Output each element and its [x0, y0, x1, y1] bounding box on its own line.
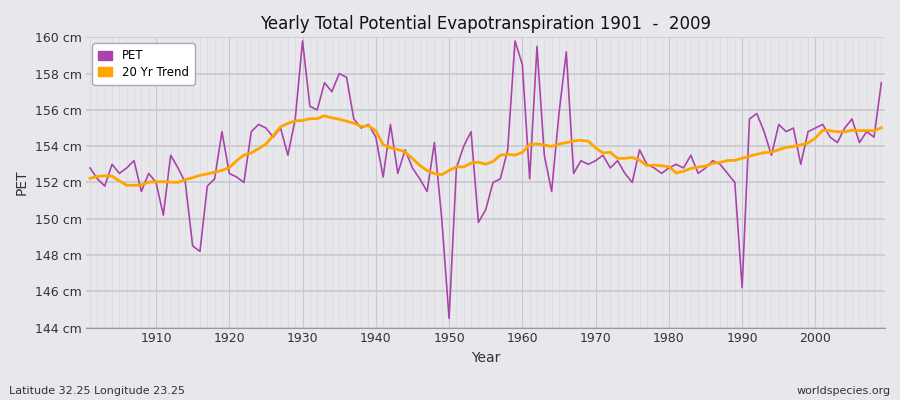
Text: worldspecies.org: worldspecies.org [796, 386, 891, 396]
Text: Latitude 32.25 Longitude 23.25: Latitude 32.25 Longitude 23.25 [9, 386, 185, 396]
X-axis label: Year: Year [471, 351, 500, 365]
Legend: PET, 20 Yr Trend: PET, 20 Yr Trend [93, 43, 194, 84]
Y-axis label: PET: PET [15, 170, 29, 195]
Title: Yearly Total Potential Evapotranspiration 1901  -  2009: Yearly Total Potential Evapotranspiratio… [260, 15, 711, 33]
